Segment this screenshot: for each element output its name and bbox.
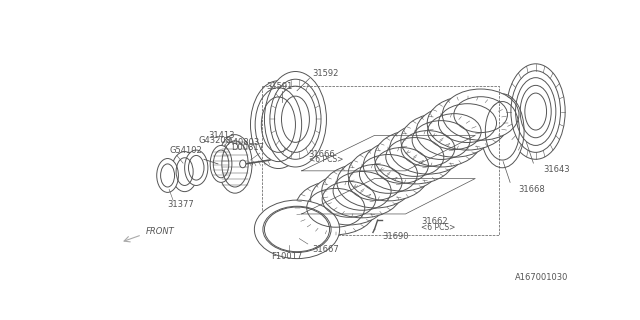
Text: <6 PCS>: <6 PCS> [421, 223, 456, 232]
Ellipse shape [210, 145, 232, 182]
Ellipse shape [322, 164, 403, 218]
Text: 31690: 31690 [382, 232, 409, 241]
Text: D00817: D00817 [232, 143, 264, 152]
Text: FRONT: FRONT [146, 227, 175, 236]
Ellipse shape [506, 64, 565, 159]
Text: 31413: 31413 [209, 131, 235, 140]
Text: 31667: 31667 [312, 245, 339, 254]
Text: 31643: 31643 [543, 165, 570, 174]
Ellipse shape [218, 135, 252, 193]
Text: 31592: 31592 [312, 69, 339, 78]
Ellipse shape [254, 200, 340, 259]
Ellipse shape [442, 89, 519, 140]
Ellipse shape [264, 71, 326, 167]
Ellipse shape [184, 150, 208, 186]
Ellipse shape [348, 147, 429, 201]
Ellipse shape [416, 106, 493, 157]
Text: G43208: G43208 [198, 136, 231, 145]
Text: 31662: 31662 [421, 217, 447, 226]
Ellipse shape [428, 96, 508, 150]
Ellipse shape [296, 181, 376, 235]
Ellipse shape [239, 160, 246, 168]
Text: G54102: G54102 [169, 147, 202, 156]
Text: 31377: 31377 [168, 200, 194, 209]
Text: 31666: 31666 [308, 149, 335, 158]
Text: A167001030: A167001030 [515, 273, 568, 282]
Ellipse shape [250, 81, 307, 169]
Text: F10017: F10017 [271, 252, 303, 261]
Ellipse shape [390, 123, 467, 174]
Ellipse shape [337, 157, 413, 208]
Ellipse shape [481, 94, 524, 168]
Ellipse shape [157, 158, 179, 192]
Text: <6 PCS>: <6 PCS> [308, 155, 343, 164]
Text: A40803: A40803 [228, 138, 260, 147]
Text: 31668: 31668 [518, 185, 545, 194]
Ellipse shape [172, 152, 198, 192]
Text: 31591: 31591 [267, 82, 293, 91]
Ellipse shape [374, 130, 455, 184]
Ellipse shape [364, 140, 440, 191]
Ellipse shape [310, 174, 387, 225]
Ellipse shape [401, 113, 481, 167]
